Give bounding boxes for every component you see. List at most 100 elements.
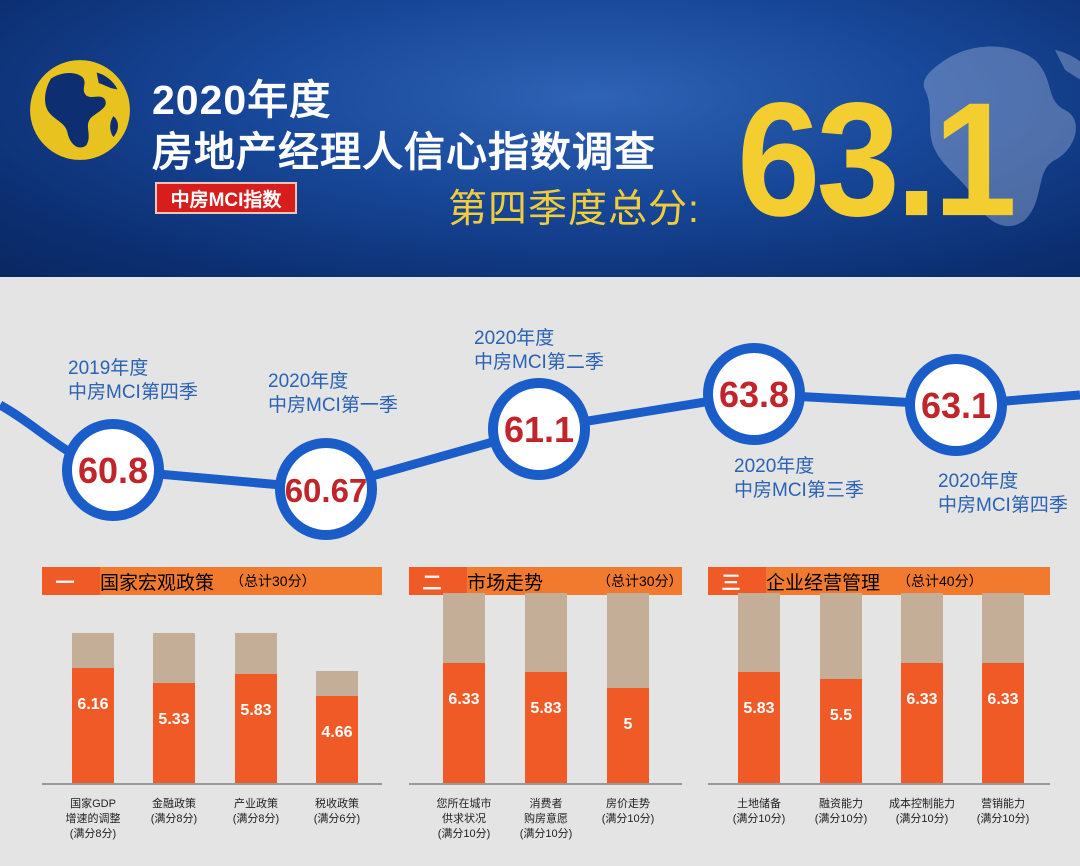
trend-label-year: 2020年度 xyxy=(474,328,555,349)
bar-category-label-line: 消费者 xyxy=(529,798,563,810)
bar: 5.83 xyxy=(525,593,567,783)
bar-value-label: 6.33 xyxy=(906,690,938,708)
bar-value-fill xyxy=(982,662,1024,783)
bar-category-label: 税收政策 (满分6分) xyxy=(292,797,382,827)
bar-category-label-line: (满分10分) xyxy=(814,813,868,825)
bar-category-label-line: 土地储备 xyxy=(737,798,781,810)
globe-icon xyxy=(30,60,130,160)
title-year: 2020年度 xyxy=(152,77,332,123)
bar-value-fill xyxy=(607,688,649,783)
bar-value-fill xyxy=(72,667,114,783)
trend-label-quarter: 中房MCI第一季 xyxy=(268,395,398,416)
bar-value-fill xyxy=(820,678,862,783)
bar-category-label: 消费者 购房意愿 (满分10分) xyxy=(501,797,591,842)
section-total: （总计30分） xyxy=(597,573,683,589)
trend-point: 61.1 xyxy=(488,378,590,480)
bar-category-label-line: (满分8分) xyxy=(69,828,117,840)
bar-value-fill xyxy=(901,662,943,783)
bar-category-label-line: (满分8分) xyxy=(150,813,198,825)
bar: 5.83 xyxy=(738,593,780,783)
bar-category-label-line: 营销能力 xyxy=(981,798,1025,810)
bar-category-label-line: 房价走势 xyxy=(606,798,650,810)
bar-value-fill xyxy=(525,672,567,783)
bar-category-label-line: 税收政策 xyxy=(315,798,359,810)
bar-category-label-line: (满分6分) xyxy=(313,813,361,825)
trend-chart: 60.8 60.67 61.1 63.8 63.1 xyxy=(0,343,1080,540)
bar-category-label: 融资能力 (满分10分) xyxy=(796,797,886,827)
trend-label-quarter: 中房MCI第二季 xyxy=(474,352,604,373)
section-total: （总计40分） xyxy=(897,573,983,589)
trend-point: 60.8 xyxy=(62,419,164,521)
bar-baseline xyxy=(409,783,682,785)
bar: 5.5 xyxy=(820,593,862,783)
bar-category-label-line: (满分10分) xyxy=(601,813,655,825)
bar: 5.83 xyxy=(235,633,277,783)
section-header: 二市场走势 （总计30分） xyxy=(409,567,683,595)
trend-label-quarter: 中房MCI第三季 xyxy=(734,480,864,501)
bar-value-fill xyxy=(235,673,277,783)
bar-value-label: 5.83 xyxy=(240,701,272,719)
bar-category-label: 金融政策 (满分8分) xyxy=(129,797,219,827)
section-header: 一国家宏观政策 （总计30分） xyxy=(42,567,382,595)
bar-value-label: 6.16 xyxy=(77,695,109,713)
bar-category-label-line: 成本控制能力 xyxy=(889,798,955,810)
section-total: （总计30分） xyxy=(230,573,316,589)
bar-value-fill xyxy=(316,695,358,783)
trend-point-value: 60.67 xyxy=(285,472,368,509)
section-title: 企业经营管理 xyxy=(766,572,881,594)
trend-point-value: 60.8 xyxy=(78,450,148,491)
trend-point-label: 2020年度中房MCI第四季 xyxy=(938,470,1068,518)
trend-point-value: 61.1 xyxy=(504,409,574,450)
bar-value-fill xyxy=(443,662,485,783)
bar-category-label-line: (满分10分) xyxy=(976,813,1030,825)
bar-category-label-line: (满分10分) xyxy=(732,813,786,825)
bar-category-label: 土地储备 (满分10分) xyxy=(714,797,804,827)
bar-category-label-line: 国家GDP xyxy=(70,798,116,810)
bar-category-label-line: (满分10分) xyxy=(519,828,573,840)
bar-category-label: 您所在城市 供求状况 (满分10分) xyxy=(419,797,509,842)
bar-value-fill xyxy=(738,672,780,783)
bar-category-label: 成本控制能力 (满分10分) xyxy=(877,797,967,827)
bar-baseline xyxy=(42,783,382,785)
trend-point-label: 2020年度中房MCI第二季 xyxy=(474,327,604,375)
bar-value-label: 6.33 xyxy=(987,690,1019,708)
bar: 6.16 xyxy=(72,633,114,783)
trend-point-label: 2019年度中房MCI第四季 xyxy=(68,357,198,405)
world-map-icon xyxy=(923,46,1080,227)
trend-point: 60.67 xyxy=(275,438,377,540)
trend-label-year: 2019年度 xyxy=(68,358,149,379)
trend-label-year: 2020年度 xyxy=(268,371,349,392)
trend-point-label: 2020年度中房MCI第一季 xyxy=(268,370,398,418)
section-header-fill xyxy=(100,567,382,595)
bar: 6.33 xyxy=(982,593,1024,783)
bar: 4.66 xyxy=(316,670,358,783)
trend-point-label: 2020年度中房MCI第三季 xyxy=(734,455,864,503)
bar-value-label: 6.33 xyxy=(448,690,480,708)
index-badge: 中房MCI指数 xyxy=(155,182,297,214)
trend-label-quarter: 中房MCI第四季 xyxy=(938,495,1068,516)
bar: 5 xyxy=(607,593,649,783)
bar-value-label: 5.83 xyxy=(743,700,775,718)
bar: 5.33 xyxy=(153,633,195,783)
bar-category-label: 房价走势 (满分10分) xyxy=(583,797,673,827)
section-title: 国家宏观政策 xyxy=(100,572,215,594)
bar-category-label-line: 融资能力 xyxy=(819,798,863,810)
section-header-fill xyxy=(467,567,682,595)
title-main: 房地产经理人信心指数调查 xyxy=(152,129,656,175)
bar: 6.33 xyxy=(901,593,943,783)
bar-category-label: 营销能力 (满分10分) xyxy=(958,797,1048,827)
section-number: 一 xyxy=(42,567,98,595)
bar-value-label: 4.66 xyxy=(321,723,353,741)
trend-label-quarter: 中房MCI第四季 xyxy=(68,382,198,403)
trend-label-year: 2020年度 xyxy=(938,471,1019,492)
bar-category-label-line: 供求状况 xyxy=(442,813,486,825)
bar-value-fill xyxy=(153,683,195,783)
trend-label-year: 2020年度 xyxy=(734,456,815,477)
bar-baseline xyxy=(708,783,1050,785)
bar-value-label: 5.5 xyxy=(829,706,853,724)
bar-value-label: 5 xyxy=(623,716,633,733)
bar-category-label-line: (满分10分) xyxy=(437,828,491,840)
trend-point-value: 63.8 xyxy=(719,374,789,415)
section-header-fill xyxy=(766,567,1050,595)
trend-point: 63.1 xyxy=(905,354,1007,456)
